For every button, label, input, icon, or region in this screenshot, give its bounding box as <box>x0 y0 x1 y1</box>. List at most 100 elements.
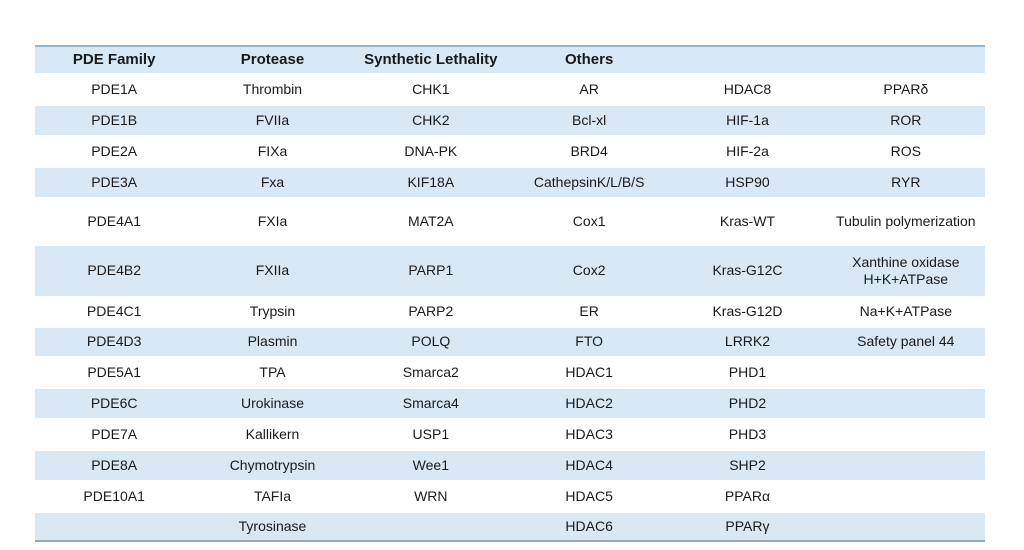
table-cell: POLQ <box>351 326 510 357</box>
table-cell: PDE4C1 <box>35 296 194 327</box>
table-cell: PDE8A <box>35 449 194 481</box>
table-row: PDE4D3 Plasmin POLQ FTO LRRK2 Safety panel 44 <box>35 326 985 357</box>
table-cell <box>826 511 985 541</box>
table-cell: FXIa <box>193 197 352 245</box>
header-cell-4 <box>668 46 827 74</box>
table-cell: PPARα <box>668 480 827 512</box>
table-cell: CHK2 <box>351 104 510 136</box>
table-row: PDE10A1 TAFIa WRN HDAC5 PPARα <box>35 480 985 512</box>
table-cell: Trypsin <box>193 296 352 327</box>
table-cell: HDAC1 <box>509 356 669 388</box>
table-body: PDE1A Thrombin CHK1 AR HDAC8 PPARδ PDE1B FVIIa C… <box>35 73 985 541</box>
table-cell: Cox1 <box>509 197 669 245</box>
table-cell: HSP90 <box>668 166 827 198</box>
table-cell <box>351 511 510 541</box>
table-cell: PDE4B2 <box>35 244 194 297</box>
table-cell: WRN <box>351 480 510 512</box>
table-cell: PDE3A <box>35 166 194 198</box>
table-cell: Thrombin <box>193 73 352 105</box>
table-row: PDE3A Fxa KIF18A CathepsinK/L/B/S HSP90 RYR <box>35 166 985 198</box>
table-cell: PDE4A1 <box>35 197 194 245</box>
table-cell: Fxa <box>193 166 352 198</box>
table-cell: Kallikern <box>193 418 352 450</box>
table-cell: USP1 <box>351 418 510 450</box>
table-cell: SHP2 <box>668 449 827 481</box>
table-cell: Na+K+ATPase <box>826 296 985 327</box>
table-row: PDE4B2 FXIIa PARP1 Cox2 Kras-G12C Xanthine ox… <box>35 244 985 297</box>
table-cell: PDE2A <box>35 135 194 167</box>
table-cell: HDAC4 <box>509 449 669 481</box>
table-cell <box>826 449 985 481</box>
table-cell: FTO <box>509 326 669 357</box>
table-cell: PDE1B <box>35 104 194 136</box>
table-cell: PDE6C <box>35 387 194 419</box>
table-cell: Smarca2 <box>351 356 510 388</box>
table-cell: HDAC3 <box>509 418 669 450</box>
table-cell: CHK1 <box>351 73 510 105</box>
table-row: PDE5A1 TPA Smarca2 HDAC1 PHD1 <box>35 356 985 388</box>
header-cell-1: Protease <box>193 46 352 74</box>
table-cell: Tyrosinase <box>193 511 352 541</box>
table-row: PDE7A Kallikern USP1 HDAC3 PHD3 <box>35 418 985 450</box>
table-cell: Chymotrypsin <box>193 449 352 481</box>
table-cell: HDAC6 <box>509 511 669 541</box>
table-cell: ROS <box>826 135 985 167</box>
table-row: PDE2A FIXa DNA-PK BRD4 HIF-2a ROS <box>35 135 985 167</box>
table-cell: Smarca4 <box>351 387 510 419</box>
table-cell: Urokinase <box>193 387 352 419</box>
table-cell <box>826 418 985 450</box>
table-head: PDE Family Protease Synthetic Lethality Oth… <box>35 46 985 74</box>
table-cell: HDAC2 <box>509 387 669 419</box>
table-row: PDE4C1 Trypsin PARP2 ER Kras-G12D Na+K+ATPase <box>35 296 985 327</box>
table-cell: Wee1 <box>351 449 510 481</box>
table-cell: Safety panel 44 <box>826 326 985 357</box>
table-cell: PDE10A1 <box>35 480 194 512</box>
table-cell <box>35 511 194 541</box>
table-row: PDE1A Thrombin CHK1 AR HDAC8 PPARδ <box>35 73 985 105</box>
table-cell: PHD3 <box>668 418 827 450</box>
table-cell: FXIIa <box>193 244 352 297</box>
table-cell: DNA-PK <box>351 135 510 167</box>
table-cell: PDE1A <box>35 73 194 105</box>
table-cell: HIF-1a <box>668 104 827 136</box>
table-cell: TAFIa <box>193 480 352 512</box>
table-cell: HDAC8 <box>668 73 827 105</box>
table-cell: ER <box>509 296 669 327</box>
table-row: PDE8A Chymotrypsin Wee1 HDAC4 SHP2 <box>35 449 985 481</box>
table-cell: Tubulin polymerization <box>826 197 985 245</box>
table-cell: Kras-WT <box>668 197 827 245</box>
table-cell: LRRK2 <box>668 326 827 357</box>
table-cell: AR <box>509 73 669 105</box>
pde-target-table: PDE Family Protease Synthetic Lethality Oth… <box>35 45 985 542</box>
table-cell: Kras-G12C <box>668 244 827 297</box>
table-cell: PARP1 <box>351 244 510 297</box>
table-cell: BRD4 <box>509 135 669 167</box>
header-cell-5 <box>826 46 985 74</box>
table-cell: ROR <box>826 104 985 136</box>
header-cell-2: Synthetic Lethality <box>351 46 510 74</box>
table-cell: TPA <box>193 356 352 388</box>
table-cell: FIXa <box>193 135 352 167</box>
table-row: Tyrosinase HDAC6 PPARγ <box>35 511 985 541</box>
table-cell: Xanthine oxidase H+K+ATPase <box>826 244 985 297</box>
table-cell: Kras-G12D <box>668 296 827 327</box>
table-cell: CathepsinK/L/B/S <box>509 166 669 198</box>
table-row: PDE6C Urokinase Smarca4 HDAC2 PHD2 <box>35 387 985 419</box>
table-cell: MAT2A <box>351 197 510 245</box>
table-cell: Cox2 <box>509 244 669 297</box>
table-cell: PPARδ <box>826 73 985 105</box>
header-cell-0: PDE Family <box>35 46 194 74</box>
table-cell: FVIIa <box>193 104 352 136</box>
table-cell: PHD1 <box>668 356 827 388</box>
table-cell: PPARγ <box>668 511 827 541</box>
table-cell: Bcl-xl <box>509 104 669 136</box>
table-cell: PHD2 <box>668 387 827 419</box>
table-cell: HDAC5 <box>509 480 669 512</box>
table-cell: PDE5A1 <box>35 356 194 388</box>
table-cell: HIF-2a <box>668 135 827 167</box>
table-cell: Plasmin <box>193 326 352 357</box>
header-cell-3: Others <box>509 46 669 74</box>
table-cell: PDE4D3 <box>35 326 194 357</box>
table-row: PDE1B FVIIa CHK2 Bcl-xl HIF-1a ROR <box>35 104 985 136</box>
